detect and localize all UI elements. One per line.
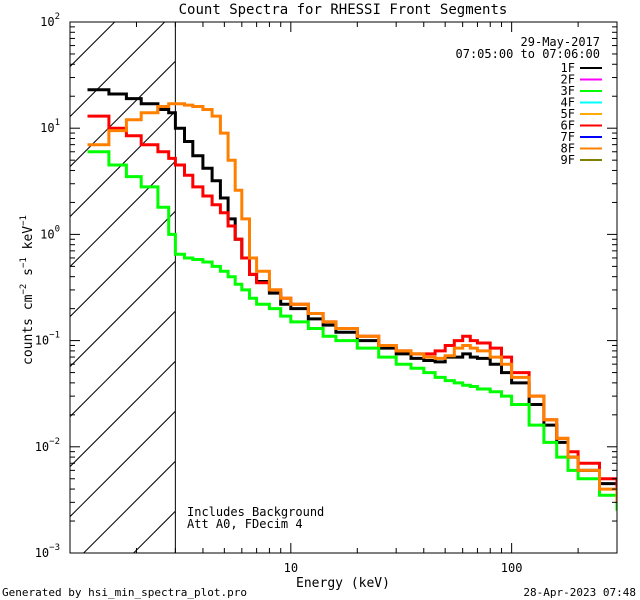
legend-item: 1F	[561, 61, 602, 75]
legend-label: 4F	[561, 96, 575, 110]
y-label-end: keV	[21, 226, 36, 257]
y-label-exp1: −2	[19, 284, 29, 295]
hatch-line	[70, 22, 165, 118]
time-range-text: 07:05:00 to 07:06:00	[456, 47, 601, 61]
y-tick-label: 101	[40, 118, 60, 135]
annotation-background: Includes Background	[187, 505, 324, 519]
x-tick-labels: 10 100	[284, 561, 523, 575]
hatch-line	[0, 22, 15, 553]
x-axis-label: Energy (keV)	[296, 576, 390, 591]
legend-label: 9F	[561, 153, 575, 167]
y-label-exp3: −1	[19, 215, 29, 226]
x-tick-label: 10	[284, 561, 298, 575]
hatch-line	[0, 22, 65, 553]
legend-label: 6F	[561, 119, 575, 133]
plot-frame	[69, 21, 618, 554]
legend-label: 1F	[561, 61, 575, 75]
legend-label: 3F	[561, 84, 575, 98]
legend-item: 7F	[561, 130, 602, 144]
axis-ticks	[69, 21, 618, 554]
chart-title: Count Spectra for RHESSI Front Segments	[179, 2, 508, 18]
legend-item: 8F	[561, 142, 602, 156]
legend-label: 2F	[561, 73, 575, 87]
legend-label: 8F	[561, 142, 575, 156]
series-layer	[87, 88, 617, 511]
legend-item: 9F	[561, 153, 602, 167]
series-1F	[87, 88, 617, 503]
y-tick-label: 10−3	[35, 543, 60, 560]
legend-label: 5F	[561, 107, 575, 121]
hatch-lines	[0, 22, 640, 553]
y-label-base: counts cm	[21, 294, 36, 365]
date-text: 29-May-2017	[521, 35, 600, 49]
y-label-exp2: −1	[19, 257, 29, 268]
x-tick-label: 100	[501, 561, 523, 575]
hatch-line	[70, 160, 176, 268]
annotation-attenuator: Att A0, FDecim 4	[187, 517, 303, 531]
legend-item: 3F	[561, 84, 602, 98]
footer-timestamp: 28-Apr-2023 07:48	[523, 586, 636, 599]
hatch-line	[70, 60, 176, 168]
hatch-line	[70, 210, 176, 318]
y-tick-label: 10−1	[35, 331, 60, 348]
legend-item: 4F	[561, 96, 602, 110]
y-axis-label: counts cm−2 s−1 keV−1	[19, 215, 36, 365]
legend-item: 5F	[561, 107, 602, 121]
y-tick-labels: 10−3 10−2 10−1 100 101 102	[35, 12, 60, 560]
hatch-line	[634, 22, 640, 553]
hatch-line	[83, 460, 176, 553]
series-3F	[87, 150, 617, 511]
hatch-line	[70, 410, 176, 518]
series-6F	[87, 114, 617, 496]
legend-item: 6F	[561, 119, 602, 133]
hatch-line	[70, 22, 115, 68]
series-8F	[87, 102, 617, 503]
hatched-region	[0, 22, 640, 553]
legend-label: 7F	[561, 130, 575, 144]
y-label-mid: s	[21, 268, 36, 284]
footer-generated-by: Generated by hsi_min_spectra_plot.pro	[2, 586, 247, 599]
y-tick-label: 100	[40, 224, 60, 241]
y-tick-label: 10−2	[35, 437, 60, 454]
hatch-line	[434, 22, 640, 553]
y-tick-label: 102	[40, 12, 60, 29]
hatch-line	[70, 360, 176, 468]
hatch-line	[70, 110, 176, 218]
legend-item: 2F	[561, 73, 602, 87]
hatch-line	[70, 260, 176, 368]
